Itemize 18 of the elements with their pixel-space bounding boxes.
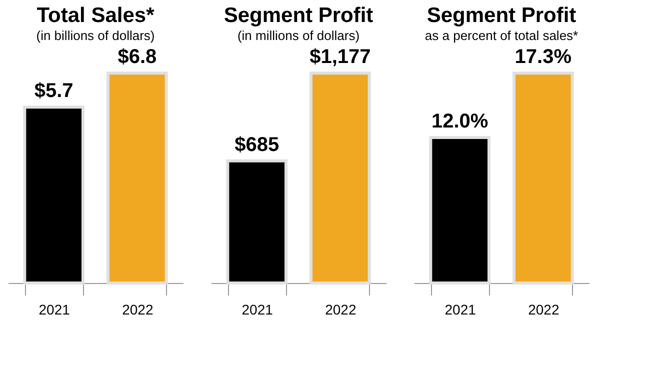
x-tick-label: 2022 <box>528 302 560 318</box>
data-label: $1,177 <box>310 46 371 68</box>
data-label: $685 <box>234 134 280 156</box>
chart-title: Segment Profit <box>426 4 576 28</box>
data-label: $5.7 <box>34 80 74 102</box>
chart-title: Segment Profit <box>224 4 374 28</box>
x-tick-label: 2021 <box>38 302 70 318</box>
x-tick-label: 2022 <box>325 302 356 318</box>
x-tick-label: 2021 <box>444 302 476 318</box>
chart-subtitle: (in billions of dollars) <box>36 28 155 44</box>
x-tick-label: 2021 <box>242 302 274 318</box>
chart-subtitle: as a percent of total sales* <box>424 28 578 44</box>
chart-subtitle: (in millions of dollars) <box>237 28 360 44</box>
data-label: 12.0% <box>431 110 488 132</box>
chart-title: Total Sales* <box>36 4 156 28</box>
x-tick-label: 2022 <box>122 302 154 318</box>
data-label: $6.8 <box>118 46 157 68</box>
data-label: 17.3% <box>514 46 572 68</box>
